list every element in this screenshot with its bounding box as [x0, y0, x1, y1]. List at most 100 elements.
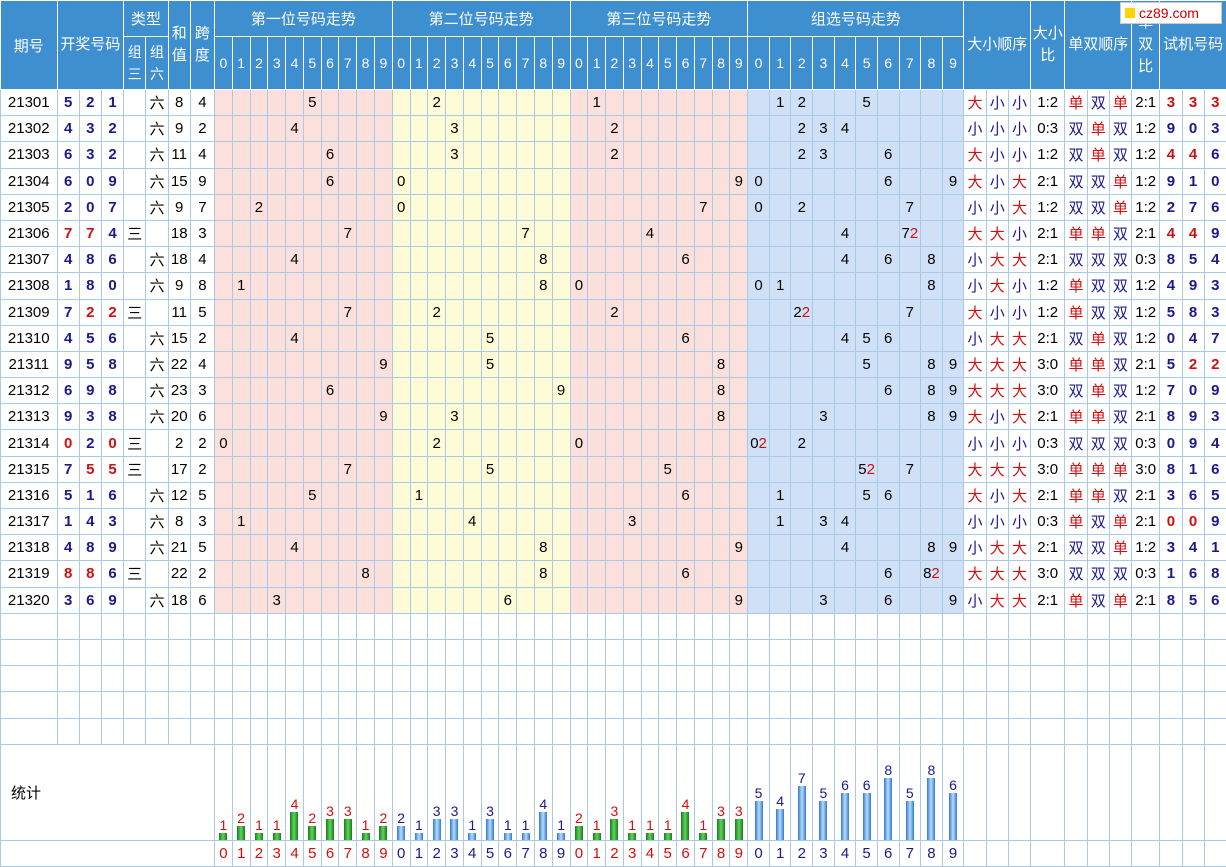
pos2-cell — [517, 404, 535, 430]
header-type[interactable]: 类型 — [124, 1, 168, 37]
group-cell — [942, 509, 964, 535]
header-pos3[interactable]: 第三位号码走势 — [570, 1, 748, 37]
trial-digit: 0 — [1182, 378, 1204, 404]
header-digit-8[interactable]: 8 — [534, 37, 552, 90]
header-size-ratio[interactable]: 大小比 — [1031, 1, 1065, 90]
header-digit-0[interactable]: 0 — [215, 37, 233, 90]
header-digit-5[interactable]: 5 — [659, 37, 677, 90]
size-cell: 大 — [1008, 351, 1030, 377]
group-cell — [748, 482, 770, 508]
pos2-cell — [481, 430, 499, 456]
pos1-cell — [232, 116, 250, 142]
header-digit-1[interactable]: 1 — [410, 37, 428, 90]
draw-digit: 1 — [79, 482, 101, 508]
header-digit-5[interactable]: 5 — [856, 37, 878, 90]
group-cell — [813, 247, 835, 273]
header-pos1[interactable]: 第一位号码走势 — [215, 1, 393, 37]
group-cell — [769, 142, 791, 168]
header-group[interactable]: 组选号码走势 — [748, 1, 964, 37]
pos1-cell: 5 — [303, 482, 321, 508]
header-digit-7[interactable]: 7 — [899, 37, 921, 90]
stat-bar — [798, 786, 806, 840]
pos2-cell — [392, 404, 410, 430]
header-digit-6[interactable]: 6 — [877, 37, 899, 90]
header-digit-7[interactable]: 7 — [694, 37, 712, 90]
pos2-cell — [410, 456, 428, 482]
pos3-cell — [606, 273, 624, 299]
group-digit: 2 — [798, 120, 806, 137]
header-digit-7[interactable]: 7 — [517, 37, 535, 90]
stat-bar-wrap: 6 — [856, 748, 877, 840]
header-digit-7[interactable]: 7 — [339, 37, 357, 90]
stat-bar-cell: 4 — [534, 744, 552, 840]
blank-cell — [921, 613, 943, 639]
type-g3-cell: 三 — [124, 456, 146, 482]
header-digit-2[interactable]: 2 — [250, 37, 268, 90]
header-digit-4[interactable]: 4 — [641, 37, 659, 90]
header-digit-9[interactable]: 9 — [552, 37, 570, 90]
pos3-cell: 3 — [623, 509, 641, 535]
header-digit-2[interactable]: 2 — [428, 37, 446, 90]
blank-cell — [694, 718, 712, 744]
pos3-cell — [623, 273, 641, 299]
group-cell: 2 — [791, 116, 813, 142]
pos2-cell — [446, 430, 464, 456]
header-digit-6[interactable]: 6 — [677, 37, 695, 90]
header-digit-3[interactable]: 3 — [446, 37, 464, 90]
header-span[interactable]: 跨度 — [190, 1, 214, 90]
group-digit: 9 — [949, 382, 957, 399]
header-type-g6[interactable]: 组六 — [146, 37, 168, 90]
header-type-g3[interactable]: 组三 — [124, 37, 146, 90]
stat-bar-cell: 3 — [730, 744, 748, 840]
pos2-cell — [463, 168, 481, 194]
pos2-cell — [428, 404, 446, 430]
header-digit-5[interactable]: 5 — [481, 37, 499, 90]
header-digit-4[interactable]: 4 — [463, 37, 481, 90]
header-digit-2[interactable]: 2 — [791, 37, 813, 90]
site-logo[interactable]: cz89.com — [1120, 2, 1222, 24]
pos3-cell — [641, 194, 659, 220]
pos1-cell — [268, 299, 286, 325]
blank-cell — [964, 840, 986, 866]
header-digit-1[interactable]: 1 — [769, 37, 791, 90]
header-digit-8[interactable]: 8 — [357, 37, 375, 90]
header-digit-9[interactable]: 9 — [730, 37, 748, 90]
blank-cell — [190, 639, 214, 665]
header-digit-3[interactable]: 3 — [268, 37, 286, 90]
header-digit-9[interactable]: 9 — [942, 37, 964, 90]
header-pos2[interactable]: 第二位号码走势 — [392, 1, 570, 37]
header-digit-1[interactable]: 1 — [588, 37, 606, 90]
header-digit-0[interactable]: 0 — [392, 37, 410, 90]
size-cell: 大 — [986, 587, 1008, 613]
pos3-cell — [570, 220, 588, 246]
header-draw[interactable]: 开奖号码 — [57, 1, 124, 90]
sum-cell: 8 — [168, 509, 190, 535]
header-digit-3[interactable]: 3 — [813, 37, 835, 90]
pos1-cell — [357, 482, 375, 508]
stat-bar-wrap: 3 — [322, 748, 339, 840]
header-digit-5[interactable]: 5 — [303, 37, 321, 90]
stat-digit-label: 3 — [268, 840, 286, 866]
header-digit-4[interactable]: 4 — [286, 37, 304, 90]
header-digit-6[interactable]: 6 — [321, 37, 339, 90]
pos3-cell — [606, 509, 624, 535]
header-digit-2[interactable]: 2 — [606, 37, 624, 90]
stat-digit-label: 3 — [813, 840, 835, 866]
header-digit-1[interactable]: 1 — [232, 37, 250, 90]
header-size-order[interactable]: 大小顺序 — [964, 1, 1031, 90]
header-digit-4[interactable]: 4 — [834, 37, 856, 90]
header-digit-0[interactable]: 0 — [748, 37, 770, 90]
stat-bar-wrap: 1 — [517, 748, 534, 840]
parity-cell: 双 — [1087, 194, 1109, 220]
header-digit-0[interactable]: 0 — [570, 37, 588, 90]
header-digit-9[interactable]: 9 — [374, 37, 392, 90]
blank-cell — [168, 692, 190, 718]
header-digit-8[interactable]: 8 — [712, 37, 730, 90]
header-digit-6[interactable]: 6 — [499, 37, 517, 90]
group-cell: 3 — [813, 142, 835, 168]
header-digit-3[interactable]: 3 — [623, 37, 641, 90]
header-digit-8[interactable]: 8 — [921, 37, 943, 90]
pos2-cell — [481, 273, 499, 299]
header-issue[interactable]: 期号 — [1, 1, 58, 90]
header-sum[interactable]: 和值 — [168, 1, 190, 90]
